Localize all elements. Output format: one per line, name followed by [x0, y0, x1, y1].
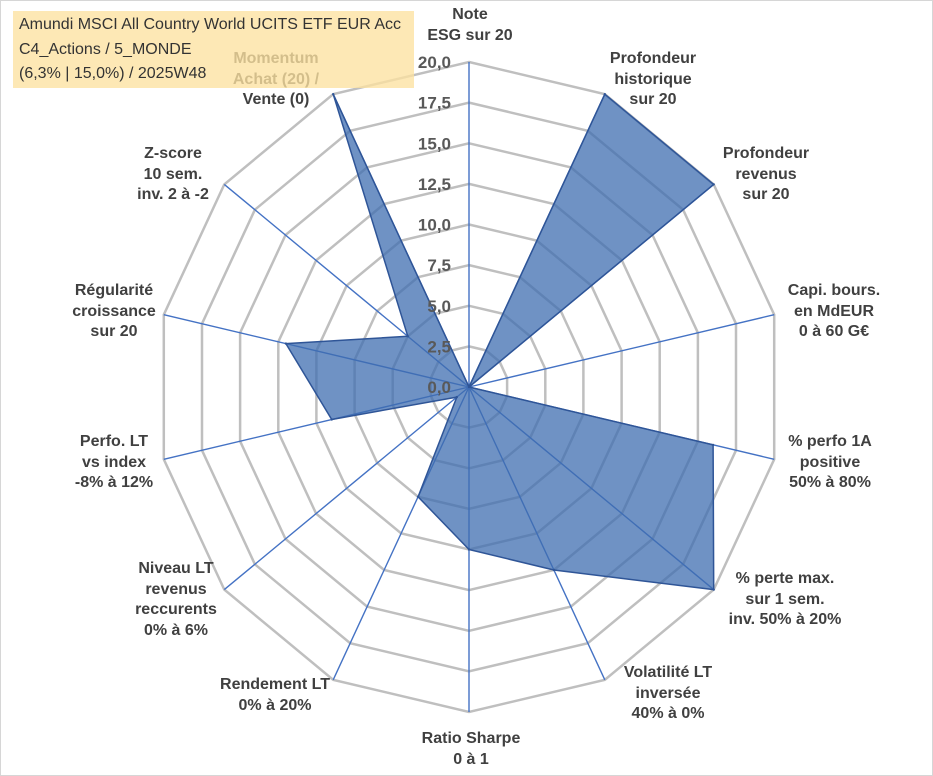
- r-tick-label: 0,0: [427, 378, 451, 397]
- r-tick-label: 15,0: [418, 134, 451, 153]
- r-tick-label: 20,0: [418, 53, 451, 72]
- data-point-4: [711, 443, 715, 447]
- data-point-12: [406, 335, 409, 338]
- axis-label-profondeur-revenus: Profondeur revenus sur 20: [722, 145, 810, 203]
- r-tick-label: 5,0: [427, 297, 451, 316]
- axis-spoke-3: [468, 314, 775, 388]
- r-tick-label: 17,5: [418, 94, 451, 113]
- data-point-9: [455, 395, 458, 399]
- r-tick-label: 10,0: [418, 216, 451, 235]
- data-point-8: [416, 495, 420, 498]
- data-point-3: [467, 385, 471, 389]
- title-line-stats: (6,3% | 15,0%) / 2025W48: [19, 65, 207, 82]
- r-tick-label: 7,5: [427, 256, 451, 275]
- data-point-7: [467, 548, 471, 551]
- data-point-5: [712, 588, 715, 591]
- data-point-13: [332, 93, 335, 96]
- series-area: [285, 93, 715, 591]
- data-point-1: [603, 93, 606, 96]
- axis-label-rendement-lt: Rendement LT 0% à 20%: [220, 676, 330, 714]
- axis-label-perfo-1a: % perfo 1A positive 50% à 80%: [788, 433, 872, 491]
- axis-label-regularite: Régularité croissance sur 20: [72, 282, 156, 340]
- title-line-category: C4_Actions / 5_MONDE: [19, 40, 192, 58]
- axis-label-ratio-sharpe: Ratio Sharpe 0 à 1: [421, 730, 521, 768]
- axis-label-capi-bours: Capi. bours. en MdEUR 0 à 60 G€: [787, 282, 881, 340]
- axis-label-perte-max: % perte max. sur 1 sem. inv. 50% à 20%: [728, 570, 842, 628]
- axis-label-profondeur-historique: Profondeur historique sur 20: [609, 50, 697, 108]
- data-point-10: [330, 418, 333, 421]
- title-box: Amundi MSCI All Country World UCITS ETF …: [13, 11, 414, 88]
- data-point-2: [712, 183, 715, 186]
- data-point-6: [552, 568, 556, 572]
- r-tick-label: 2,5: [427, 337, 451, 356]
- title-line-fund-name: Amundi MSCI All Country World UCITS ETF …: [19, 16, 402, 33]
- axis-label-z-score: Z-score 10 sem. inv. 2 à -2: [137, 145, 209, 203]
- axis-spoke-9: [223, 386, 470, 591]
- axis-label-niveau-lt: Niveau LT revenus reccurents 0% à 6%: [135, 560, 217, 639]
- axis-label-note-esg: Note ESG sur 20: [427, 6, 513, 44]
- r-tick-label: 12,5: [418, 175, 451, 194]
- data-point-11: [284, 342, 288, 345]
- axis-label-volatilite-lt: Volatilité LT inversée 40% à 0%: [623, 664, 713, 722]
- axis-label-perfo-lt: Perfo. LT vs index -8% à 12%: [74, 433, 154, 491]
